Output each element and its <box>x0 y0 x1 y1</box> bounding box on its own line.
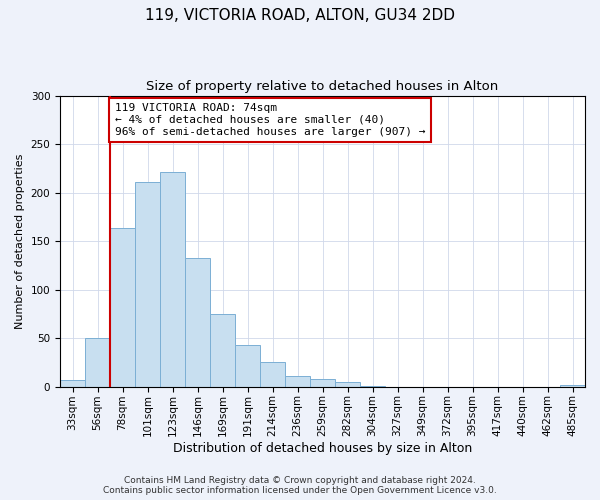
Bar <box>110 228 135 386</box>
Bar <box>135 182 160 386</box>
Text: Contains HM Land Registry data © Crown copyright and database right 2024.
Contai: Contains HM Land Registry data © Crown c… <box>103 476 497 495</box>
Bar <box>85 338 110 386</box>
Bar <box>335 382 360 386</box>
Bar <box>60 380 85 386</box>
Bar <box>560 384 585 386</box>
Bar <box>235 345 260 387</box>
Title: Size of property relative to detached houses in Alton: Size of property relative to detached ho… <box>146 80 499 93</box>
Bar <box>160 172 185 386</box>
Bar <box>260 362 285 386</box>
Text: 119, VICTORIA ROAD, ALTON, GU34 2DD: 119, VICTORIA ROAD, ALTON, GU34 2DD <box>145 8 455 22</box>
X-axis label: Distribution of detached houses by size in Alton: Distribution of detached houses by size … <box>173 442 472 455</box>
Bar <box>310 379 335 386</box>
Bar <box>285 376 310 386</box>
Text: 119 VICTORIA ROAD: 74sqm
← 4% of detached houses are smaller (40)
96% of semi-de: 119 VICTORIA ROAD: 74sqm ← 4% of detache… <box>115 104 425 136</box>
Y-axis label: Number of detached properties: Number of detached properties <box>15 154 25 329</box>
Bar <box>210 314 235 386</box>
Bar <box>185 258 210 386</box>
